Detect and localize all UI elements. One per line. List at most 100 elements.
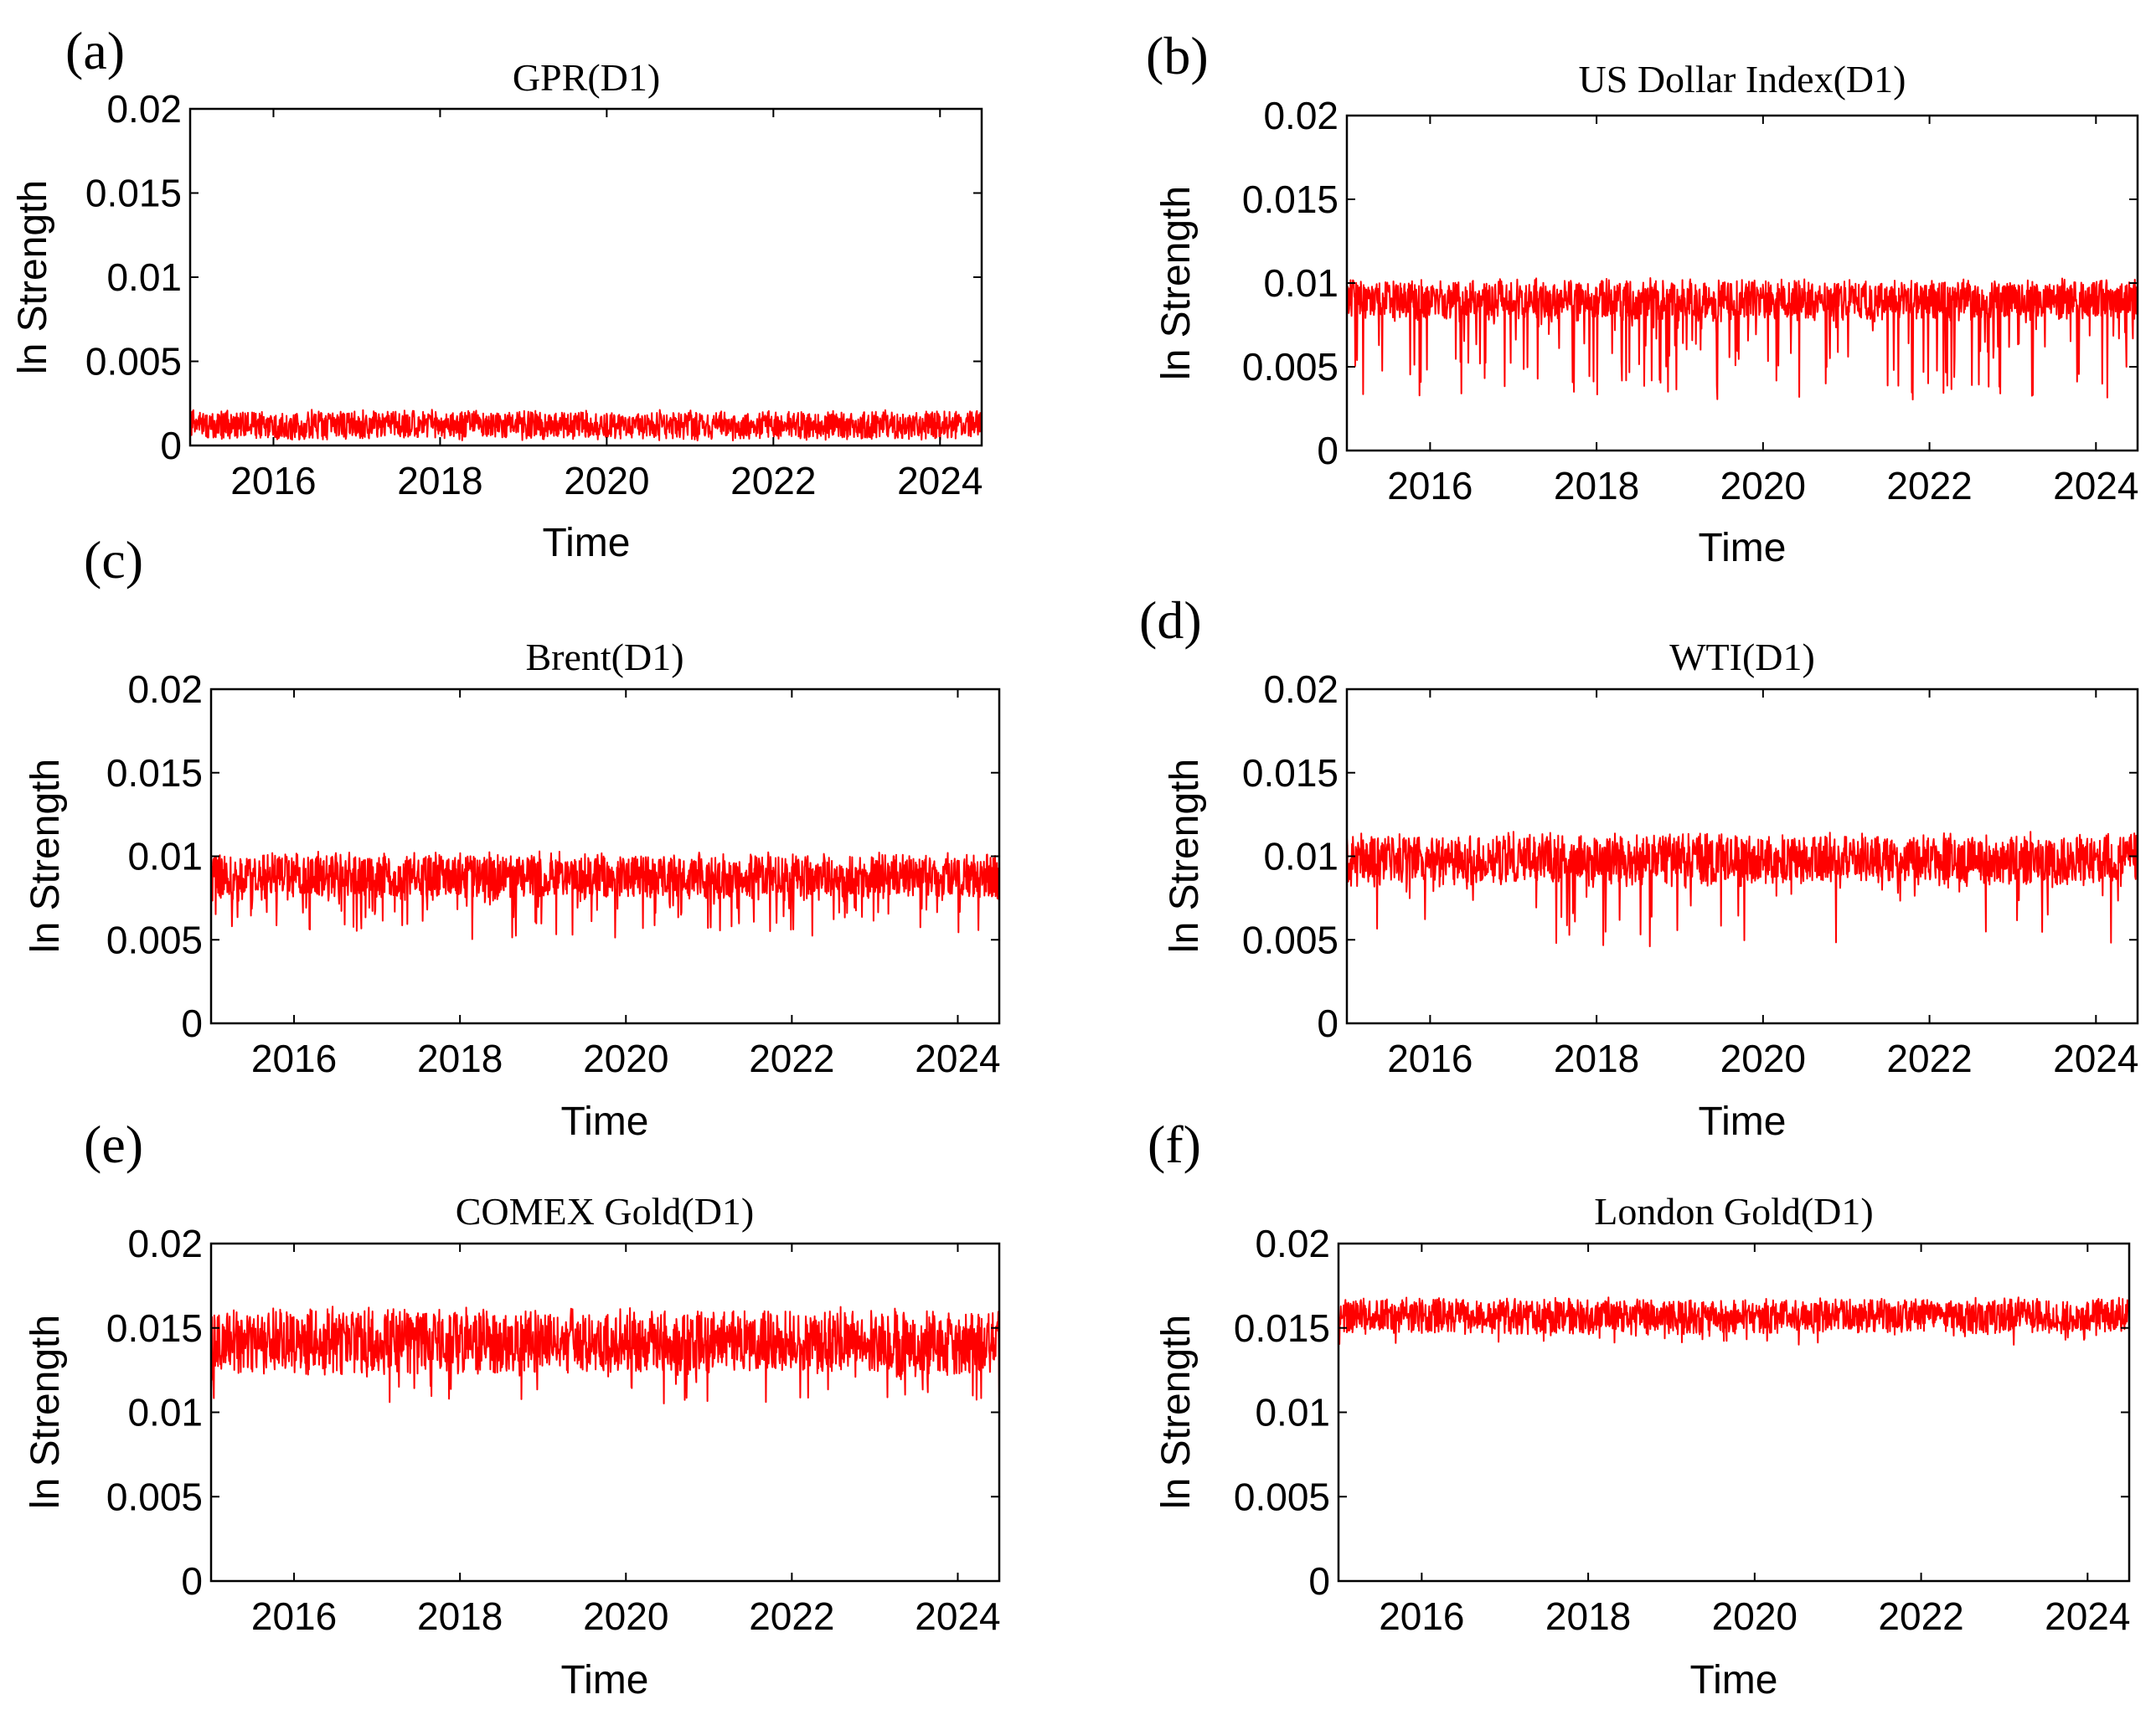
y-tick-label: 0.02 <box>1263 94 1338 137</box>
x-axis-label: Time <box>561 1100 649 1144</box>
y-tick-label: 0.02 <box>1263 667 1338 711</box>
x-tick-label: 2022 <box>730 459 816 502</box>
y-tick-label: 0.015 <box>1234 1306 1330 1350</box>
x-tick-label: 2018 <box>397 459 482 502</box>
x-tick-label: 2016 <box>1387 1037 1473 1080</box>
chart-title: WTI(D1) <box>1669 636 1815 678</box>
y-axis-label: ln Strength <box>1163 759 1207 953</box>
x-tick-label: 2018 <box>1545 1594 1631 1638</box>
x-tick-label: 2024 <box>2053 464 2138 507</box>
plot-frame <box>1337 1242 2131 1583</box>
x-tick-label: 2022 <box>1878 1594 1963 1638</box>
panel-a: 0 0.005 0.01 0.015 0.02 2016 2018 2020 2022 2024 G… <box>11 21 983 565</box>
y-tick-label: 0.02 <box>127 667 203 711</box>
x-tick-label: 2020 <box>564 459 649 502</box>
x-tick-label: 2024 <box>2053 1037 2138 1080</box>
series-line-brent-d1 <box>211 850 999 940</box>
y-tick-label: 0.01 <box>127 1391 203 1434</box>
y-tick-label: 0 <box>1308 1559 1330 1603</box>
y-tick-label: 0.01 <box>1255 1391 1330 1434</box>
plot-frame <box>188 107 983 447</box>
y-tick-label: 0.015 <box>1242 178 1338 221</box>
x-axis-label: Time <box>1699 526 1787 570</box>
y-tick-label: 0.005 <box>1242 345 1338 389</box>
panel-b: 0 0.005 0.01 0.015 0.02 2016 2018 2020 2022 2024 U… <box>1146 26 2138 570</box>
y-tick-label: 0.02 <box>1255 1222 1330 1265</box>
x-tick-label: 2020 <box>583 1037 668 1080</box>
panel-label: (a) <box>65 21 125 80</box>
chart-title: US Dollar Index(D1) <box>1579 58 1906 100</box>
x-tick-label: 2016 <box>1379 1594 1464 1638</box>
x-tick-label: 2022 <box>749 1037 834 1080</box>
y-tick-label: 0.01 <box>106 255 182 299</box>
x-tick-label: 2022 <box>1886 464 1972 507</box>
y-tick-label: 0.01 <box>127 835 203 878</box>
y-tick-label: 0.015 <box>1242 751 1338 795</box>
chart-title: London Gold(D1) <box>1594 1190 1873 1233</box>
y-tick-label: 0.02 <box>127 1222 203 1265</box>
x-tick-label: 2016 <box>1387 464 1473 507</box>
y-tick-label: 0 <box>1317 429 1338 472</box>
y-tick-label: 0.01 <box>1263 261 1338 305</box>
y-tick-label: 0.005 <box>1234 1475 1330 1518</box>
x-tick-label: 2020 <box>1720 464 1806 507</box>
y-tick-label: 0.01 <box>1263 835 1338 878</box>
x-tick-label: 2024 <box>915 1037 1000 1080</box>
x-axis-label: Time <box>561 1658 649 1702</box>
x-tick-label: 2018 <box>1554 464 1639 507</box>
x-tick-label: 2018 <box>417 1594 503 1638</box>
x-tick-label: 2020 <box>1720 1037 1806 1080</box>
panel-label: (c) <box>84 530 143 590</box>
plot-frame <box>209 688 1001 1025</box>
y-tick-label: 0.005 <box>106 1475 203 1518</box>
x-axis-label: Time <box>1690 1658 1778 1702</box>
x-tick-label: 2020 <box>1712 1594 1798 1638</box>
panel-c: 0 0.005 0.01 0.015 0.02 2016 2018 2020 2022 2024 B… <box>23 530 1001 1144</box>
y-axis-label: ln Strength <box>23 1315 68 1509</box>
x-tick-label: 2016 <box>251 1594 337 1638</box>
series-line-us-dollar-index-d1 <box>1347 277 2138 401</box>
y-tick-label: 0.015 <box>85 172 182 215</box>
series-line-wti-d1 <box>1347 831 2138 948</box>
y-axis-label: ln Strength <box>11 180 55 374</box>
x-tick-label: 2018 <box>1554 1037 1639 1080</box>
chart-title: Brent(D1) <box>525 636 683 678</box>
panel-f: 0 0.005 0.01 0.015 0.02 2016 2018 2020 2022 2024 L… <box>1148 1115 2130 1702</box>
y-axis-label: ln Strength <box>23 759 68 953</box>
x-tick-label: 2022 <box>1886 1037 1972 1080</box>
panel-label: (f) <box>1148 1115 1201 1174</box>
y-tick-label: 0.005 <box>85 340 182 384</box>
panel-d: 0 0.005 0.01 0.015 0.02 2016 2018 2020 2022 2024 W… <box>1139 590 2138 1144</box>
x-tick-label: 2024 <box>915 1594 1000 1638</box>
y-tick-label: 0 <box>160 424 182 467</box>
x-tick-label: 2022 <box>749 1594 834 1638</box>
x-tick-label: 2020 <box>583 1594 668 1638</box>
panel-label: (e) <box>84 1115 143 1174</box>
y-axis-label: ln Strength <box>1154 1315 1199 1509</box>
x-tick-label: 2024 <box>2045 1594 2130 1638</box>
x-tick-label: 2016 <box>251 1037 337 1080</box>
x-tick-label: 2024 <box>897 459 983 502</box>
y-axis-label: ln Strength <box>1154 186 1199 380</box>
y-tick-label: 0.005 <box>106 918 203 961</box>
series-line-gpr-d1 <box>190 409 982 441</box>
chart-title: COMEX Gold(D1) <box>456 1190 754 1233</box>
panel-label: (b) <box>1146 26 1209 85</box>
chart-title: GPR(D1) <box>513 56 660 99</box>
series-line-comex-gold-d1 <box>211 1306 999 1404</box>
y-tick-label: 0.005 <box>1242 918 1338 961</box>
panel-e: 0 0.005 0.01 0.015 0.02 2016 2018 2020 2022 2024 C… <box>23 1115 1001 1702</box>
x-tick-label: 2018 <box>417 1037 503 1080</box>
y-tick-label: 0.02 <box>106 87 182 131</box>
plot-frame <box>209 1242 1001 1583</box>
x-tick-label: 2016 <box>230 459 316 502</box>
series-line-london-gold-d1 <box>1338 1296 2129 1346</box>
y-tick-label: 0 <box>1317 1002 1338 1045</box>
y-tick-label: 0 <box>181 1559 203 1603</box>
y-tick-label: 0.015 <box>106 751 203 795</box>
y-tick-label: 0 <box>181 1002 203 1045</box>
y-tick-label: 0.015 <box>106 1306 203 1350</box>
x-axis-label: Time <box>1699 1100 1787 1144</box>
x-axis-label: Time <box>543 521 631 565</box>
